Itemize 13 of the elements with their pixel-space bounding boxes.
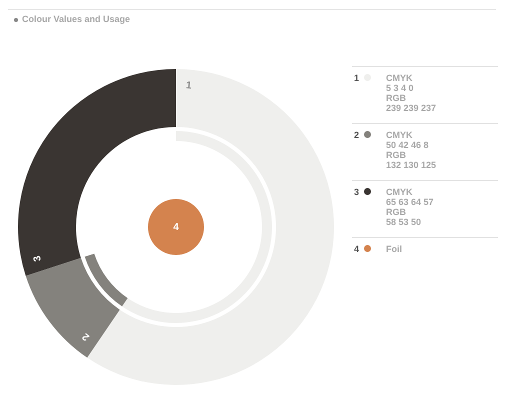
slice-label: 1: [185, 80, 192, 92]
circle-icon: 4: [148, 199, 204, 255]
legend-label: 3: [354, 187, 360, 197]
slice-label: 2: [80, 330, 92, 343]
legend-label: 1: [354, 73, 360, 83]
text: CMYK 5 3 4 0 RGB 239 239 237: [386, 73, 438, 113]
slice-label: 3: [32, 254, 44, 262]
legend-label: 4: [354, 244, 360, 254]
text: CMYK 65 63 64 57 RGB 58 53 50: [386, 187, 435, 227]
legend-label: 2: [354, 130, 360, 140]
text: Foil: [386, 244, 403, 254]
chart-title: Colour Values and Usage: [21, 14, 130, 24]
text: CMYK 50 42 46 8 RGB 132 130 125: [386, 130, 438, 170]
